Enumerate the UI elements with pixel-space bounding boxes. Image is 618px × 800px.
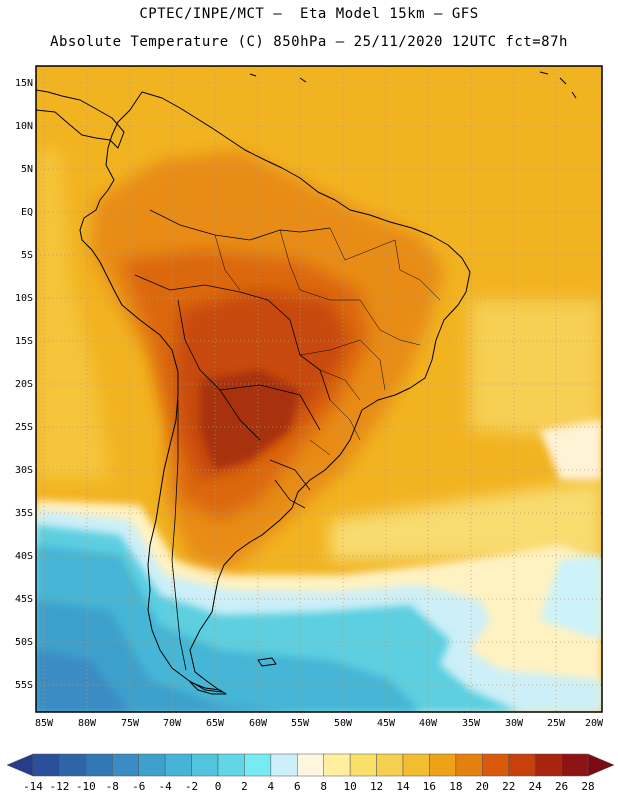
lat-label: 50S: [15, 637, 33, 648]
colorbar-swatch: [191, 753, 219, 777]
colorbar-label: -8: [106, 780, 119, 793]
colorbar-label: 18: [449, 780, 462, 793]
lon-label: 60W: [249, 718, 268, 729]
lon-label: 30W: [505, 718, 524, 729]
colorbar-label: -12: [49, 780, 69, 793]
colorbar-label: -2: [185, 780, 198, 793]
lat-label: 30S: [15, 465, 33, 476]
colorbar-swatch: [376, 753, 404, 777]
lon-label: 45W: [377, 718, 396, 729]
lat-label: 55S: [15, 680, 33, 691]
colorbar-swatch: [59, 753, 87, 777]
colorbar-swatch: [482, 753, 509, 777]
lat-label: 15N: [15, 78, 33, 89]
colorbar-label: 14: [396, 780, 410, 793]
colorbar-label: 2: [241, 780, 248, 793]
south-america-coast: [79, 91, 471, 693]
tierra-del-fuego: [189, 681, 227, 695]
colorbar-label: -6: [132, 780, 145, 793]
colorbar-label: 4: [268, 780, 275, 793]
lon-label: 50W: [334, 718, 353, 729]
caribbean-islands: [249, 71, 577, 99]
lon-label: 35W: [462, 718, 481, 729]
lon-label: 75W: [121, 718, 140, 729]
lon-label: 80W: [78, 718, 97, 729]
title-line-1: CPTEC/INPE/MCT – Eta Model 15km – GFS: [139, 6, 479, 22]
colorbar-swatch: [270, 753, 298, 777]
colorbar-label: -10: [76, 780, 96, 793]
colorbar-label: 12: [370, 780, 383, 793]
lat-label: 35S: [15, 508, 33, 519]
lon-label: 40W: [419, 718, 438, 729]
lat-label: 5S: [21, 250, 33, 261]
colorbar-swatch: [85, 753, 113, 777]
colorbar-swatch: [164, 753, 192, 777]
title-line-2: Absolute Temperature (C) 850hPa – 25/11/…: [50, 34, 568, 50]
colorbar-swatch: [112, 753, 139, 777]
colorbar-swatch: [217, 753, 245, 777]
colorbar-swatch: [534, 753, 562, 777]
colorbar-swatch: [402, 753, 430, 777]
lon-label: 65W: [206, 718, 225, 729]
colorbar-label: 8: [320, 780, 327, 793]
lon-label: 20W: [585, 718, 604, 729]
colorbar-label: 20: [476, 780, 489, 793]
colorbar-swatch: [297, 753, 324, 777]
lat-label: 10S: [15, 293, 33, 304]
colorbar-label: 24: [529, 780, 543, 793]
colorbar-label: 6: [294, 780, 301, 793]
colorbar-label: -4: [159, 780, 173, 793]
colorbar-label: 10: [344, 780, 357, 793]
state-borders: [214, 227, 441, 456]
lat-label: 45S: [15, 594, 33, 605]
colorbar-label: 26: [555, 780, 568, 793]
coastlines: [36, 71, 577, 695]
colorbar-swatch: [455, 753, 483, 777]
colorbar-below-arrow: [6, 753, 34, 777]
colorbar-swatch: [561, 753, 589, 777]
colorbar-swatch: [32, 753, 60, 777]
temperature-field: [36, 66, 602, 712]
colorbar-label: -14: [23, 780, 43, 793]
colorbar-swatch: [349, 753, 377, 777]
colorbar-swatch: [244, 753, 272, 777]
colorbar-label: 22: [502, 780, 515, 793]
colorbar-swatch: [508, 753, 536, 777]
lat-label: 5N: [21, 164, 33, 175]
lat-label: 25S: [15, 422, 33, 433]
lat-label: 40S: [15, 551, 33, 562]
colorbar-label: 0: [215, 780, 222, 793]
colorbar: -14 -12 -10 -8 -6 -4 -2 0 2 4 6 8 10 12 14 16 18 20 22 24 26…: [6, 753, 615, 793]
lat-label: EQ: [21, 207, 33, 218]
colorbar-swatch: [323, 753, 351, 777]
colorbar-label: 28: [581, 780, 594, 793]
colorbar-swatch: [138, 753, 166, 777]
longitude-axis: 85W 80W 75W 70W 65W 60W 55W 50W 45W 40W …: [35, 718, 604, 729]
colorbar-above-arrow: [587, 753, 615, 777]
colorbar-label: 16: [423, 780, 436, 793]
map-frame: [35, 65, 603, 713]
latitude-axis: 15N 10N 5N EQ 5S 10S 15S 20S 25S 30S 35S…: [15, 78, 33, 691]
falkland-islands: [257, 657, 277, 667]
colorbar-swatch: [429, 753, 457, 777]
lon-label: 70W: [163, 718, 182, 729]
lat-label: 10N: [15, 121, 33, 132]
lon-label: 25W: [547, 718, 566, 729]
lon-label: 55W: [291, 718, 310, 729]
lat-label: 20S: [15, 379, 33, 390]
lon-label: 85W: [35, 718, 54, 729]
lat-label: 15S: [15, 336, 33, 347]
central-america-coast: [36, 89, 125, 149]
